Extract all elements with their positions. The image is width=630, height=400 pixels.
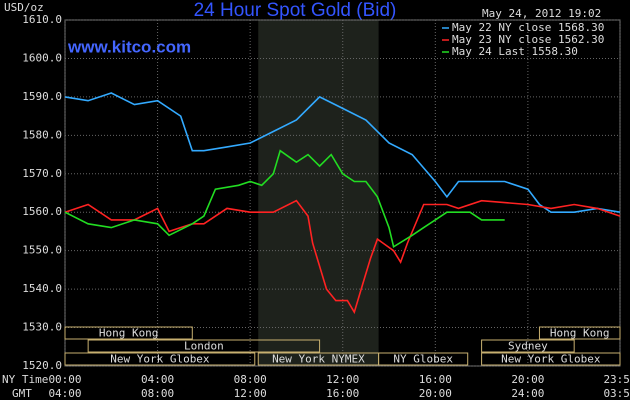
y-unit: USD/oz: [4, 1, 44, 14]
x-tick-label: 20:00: [511, 373, 544, 386]
x2-tick-label: 08:00: [141, 387, 174, 400]
session-box: [378, 352, 469, 366]
x-label: NY Time: [2, 373, 48, 386]
session-box: [538, 326, 621, 340]
session-shade: [258, 20, 379, 366]
x2-label: GMT: [12, 387, 32, 400]
legend-label: May 24 Last 1558.30: [452, 45, 578, 58]
series-line: [64, 92, 621, 213]
y-tick-label: 1550.0: [22, 244, 62, 257]
x2-tick-label: 16:00: [326, 387, 359, 400]
session-label: New York Globex: [110, 353, 210, 366]
series-line: [64, 199, 621, 315]
x-tick-label: 23:59: [603, 373, 630, 386]
session-label: London: [184, 340, 224, 353]
x2-tick-label: 24:00: [511, 387, 544, 400]
session-label: Hong Kong: [550, 327, 610, 340]
x2-tick-label: 20:00: [419, 387, 452, 400]
x-tick-label: 00:00: [48, 373, 81, 386]
session-label: Sydney: [508, 340, 548, 353]
x2-tick-label: 03:59: [603, 387, 630, 400]
plot-back: [64, 19, 621, 367]
session-label: New York NYMEX: [272, 353, 365, 366]
x-tick-label: 04:00: [141, 373, 174, 386]
legend-label: May 22 NY close 1568.30: [452, 21, 604, 34]
session-box: [64, 326, 193, 340]
y-tick-label: 1600.0: [22, 51, 62, 64]
legend-label: May 23 NY close 1562.30: [452, 33, 604, 46]
x-tick-label: 16:00: [419, 373, 452, 386]
y-tick-label: 1540.0: [22, 282, 62, 295]
series-line: [64, 149, 505, 249]
session-box: [481, 352, 621, 366]
session-label: New York Globex: [501, 353, 601, 366]
session-label: Hong Kong: [99, 327, 159, 340]
y-tick-label: 1520.0: [22, 359, 62, 372]
chart-title: 24 Hour Spot Gold (Bid): [194, 0, 397, 21]
x2-tick-label: 12:00: [234, 387, 267, 400]
x2-tick-label: 04:00: [48, 387, 81, 400]
session-box: [64, 352, 256, 366]
session-box: [87, 339, 321, 353]
y-tick-label: 1530.0: [22, 321, 62, 334]
y-tick-label: 1610.0: [22, 13, 62, 26]
y-tick-label: 1590.0: [22, 90, 62, 103]
y-tick-label: 1560.0: [22, 205, 62, 218]
session-box: [481, 339, 575, 353]
x-tick-label: 12:00: [326, 373, 359, 386]
watermark: www.kitco.com: [67, 37, 191, 56]
x-tick-label: 08:00: [234, 373, 267, 386]
y-tick-label: 1570.0: [22, 167, 62, 180]
session-label: NY Globex: [393, 353, 453, 366]
timestamp: May 24, 2012 19:02: [482, 7, 601, 20]
y-tick-label: 1580.0: [22, 128, 62, 141]
